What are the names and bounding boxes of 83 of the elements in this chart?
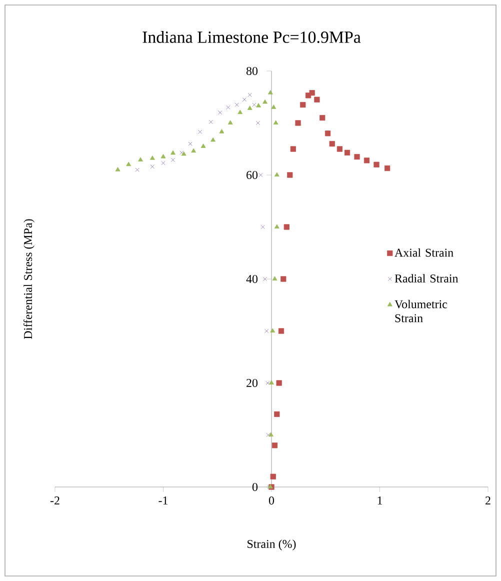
- y-tick-label: 0: [252, 482, 258, 492]
- point: [272, 442, 278, 448]
- point: [256, 120, 260, 126]
- y-tick-label: 20: [246, 378, 258, 388]
- point: [181, 151, 186, 156]
- point: [200, 144, 206, 148]
- point: [238, 110, 243, 114]
- point: [266, 432, 270, 438]
- point: [274, 172, 280, 176]
- legend-label: Axial Strain: [394, 248, 454, 257]
- point: [150, 164, 154, 169]
- point: [314, 96, 320, 102]
- legend-label: Radial Strain: [394, 274, 458, 283]
- x-tick-label: 0: [268, 496, 274, 505]
- point: [138, 157, 143, 162]
- point: [150, 156, 155, 160]
- x-axis-title: Strain (%): [248, 540, 296, 550]
- point: [256, 103, 261, 108]
- y-tick-label: 40: [246, 274, 258, 284]
- point: [115, 167, 120, 172]
- point: [344, 150, 350, 156]
- point: [290, 146, 296, 152]
- point: [270, 328, 276, 332]
- y-axis-title: Differential Stress (MPa): [24, 219, 34, 339]
- x-tick-label: -1: [158, 496, 168, 504]
- point: [270, 474, 276, 480]
- x-tick-label: 2: [486, 496, 490, 504]
- point: [228, 120, 233, 124]
- point: [271, 104, 276, 109]
- point: [273, 120, 278, 124]
- point: [309, 90, 315, 96]
- point: [354, 154, 360, 160]
- point: [262, 99, 268, 104]
- point: [336, 146, 342, 152]
- point: [208, 120, 213, 124]
- point: [170, 150, 176, 155]
- point: [226, 105, 230, 110]
- chart-title: Indiana Limestone Pc=10.9MPa: [142, 31, 361, 43]
- point: [258, 172, 263, 178]
- y-tick-label: 60: [246, 170, 258, 180]
- point: [278, 328, 284, 334]
- point: [300, 102, 306, 108]
- x-tick-label: -2: [50, 496, 60, 504]
- point: [260, 224, 265, 230]
- point: [364, 158, 370, 164]
- point: [198, 130, 202, 134]
- point: [161, 161, 166, 166]
- point: [219, 129, 224, 134]
- point: [284, 224, 290, 230]
- point: [170, 158, 176, 162]
- point: [266, 380, 270, 386]
- point: [287, 172, 293, 178]
- point: [295, 120, 301, 126]
- point: [234, 102, 239, 107]
- point: [242, 98, 246, 102]
- point: [264, 328, 269, 334]
- point: [135, 168, 140, 172]
- point: [191, 148, 196, 153]
- point: [274, 411, 280, 417]
- point: [218, 110, 222, 115]
- point: [269, 380, 274, 384]
- point: [248, 92, 252, 97]
- point: [374, 162, 380, 168]
- point: [274, 224, 280, 228]
- point: [272, 276, 278, 280]
- point: [329, 141, 335, 147]
- point: [180, 150, 184, 155]
- point: [324, 130, 331, 136]
- point: [247, 106, 252, 110]
- point: [210, 137, 216, 142]
- point: [252, 102, 256, 107]
- legend-label: Volumetric Strain: [394, 300, 448, 322]
- point: [276, 380, 282, 386]
- x-tick-label: 1: [378, 496, 382, 504]
- point: [126, 162, 132, 166]
- point: [268, 432, 274, 436]
- point: [160, 154, 166, 158]
- point: [320, 115, 326, 121]
- point: [268, 90, 273, 94]
- y-tick-label: 80: [246, 66, 258, 76]
- point: [384, 165, 390, 172]
- point: [188, 142, 192, 146]
- point: [280, 276, 286, 282]
